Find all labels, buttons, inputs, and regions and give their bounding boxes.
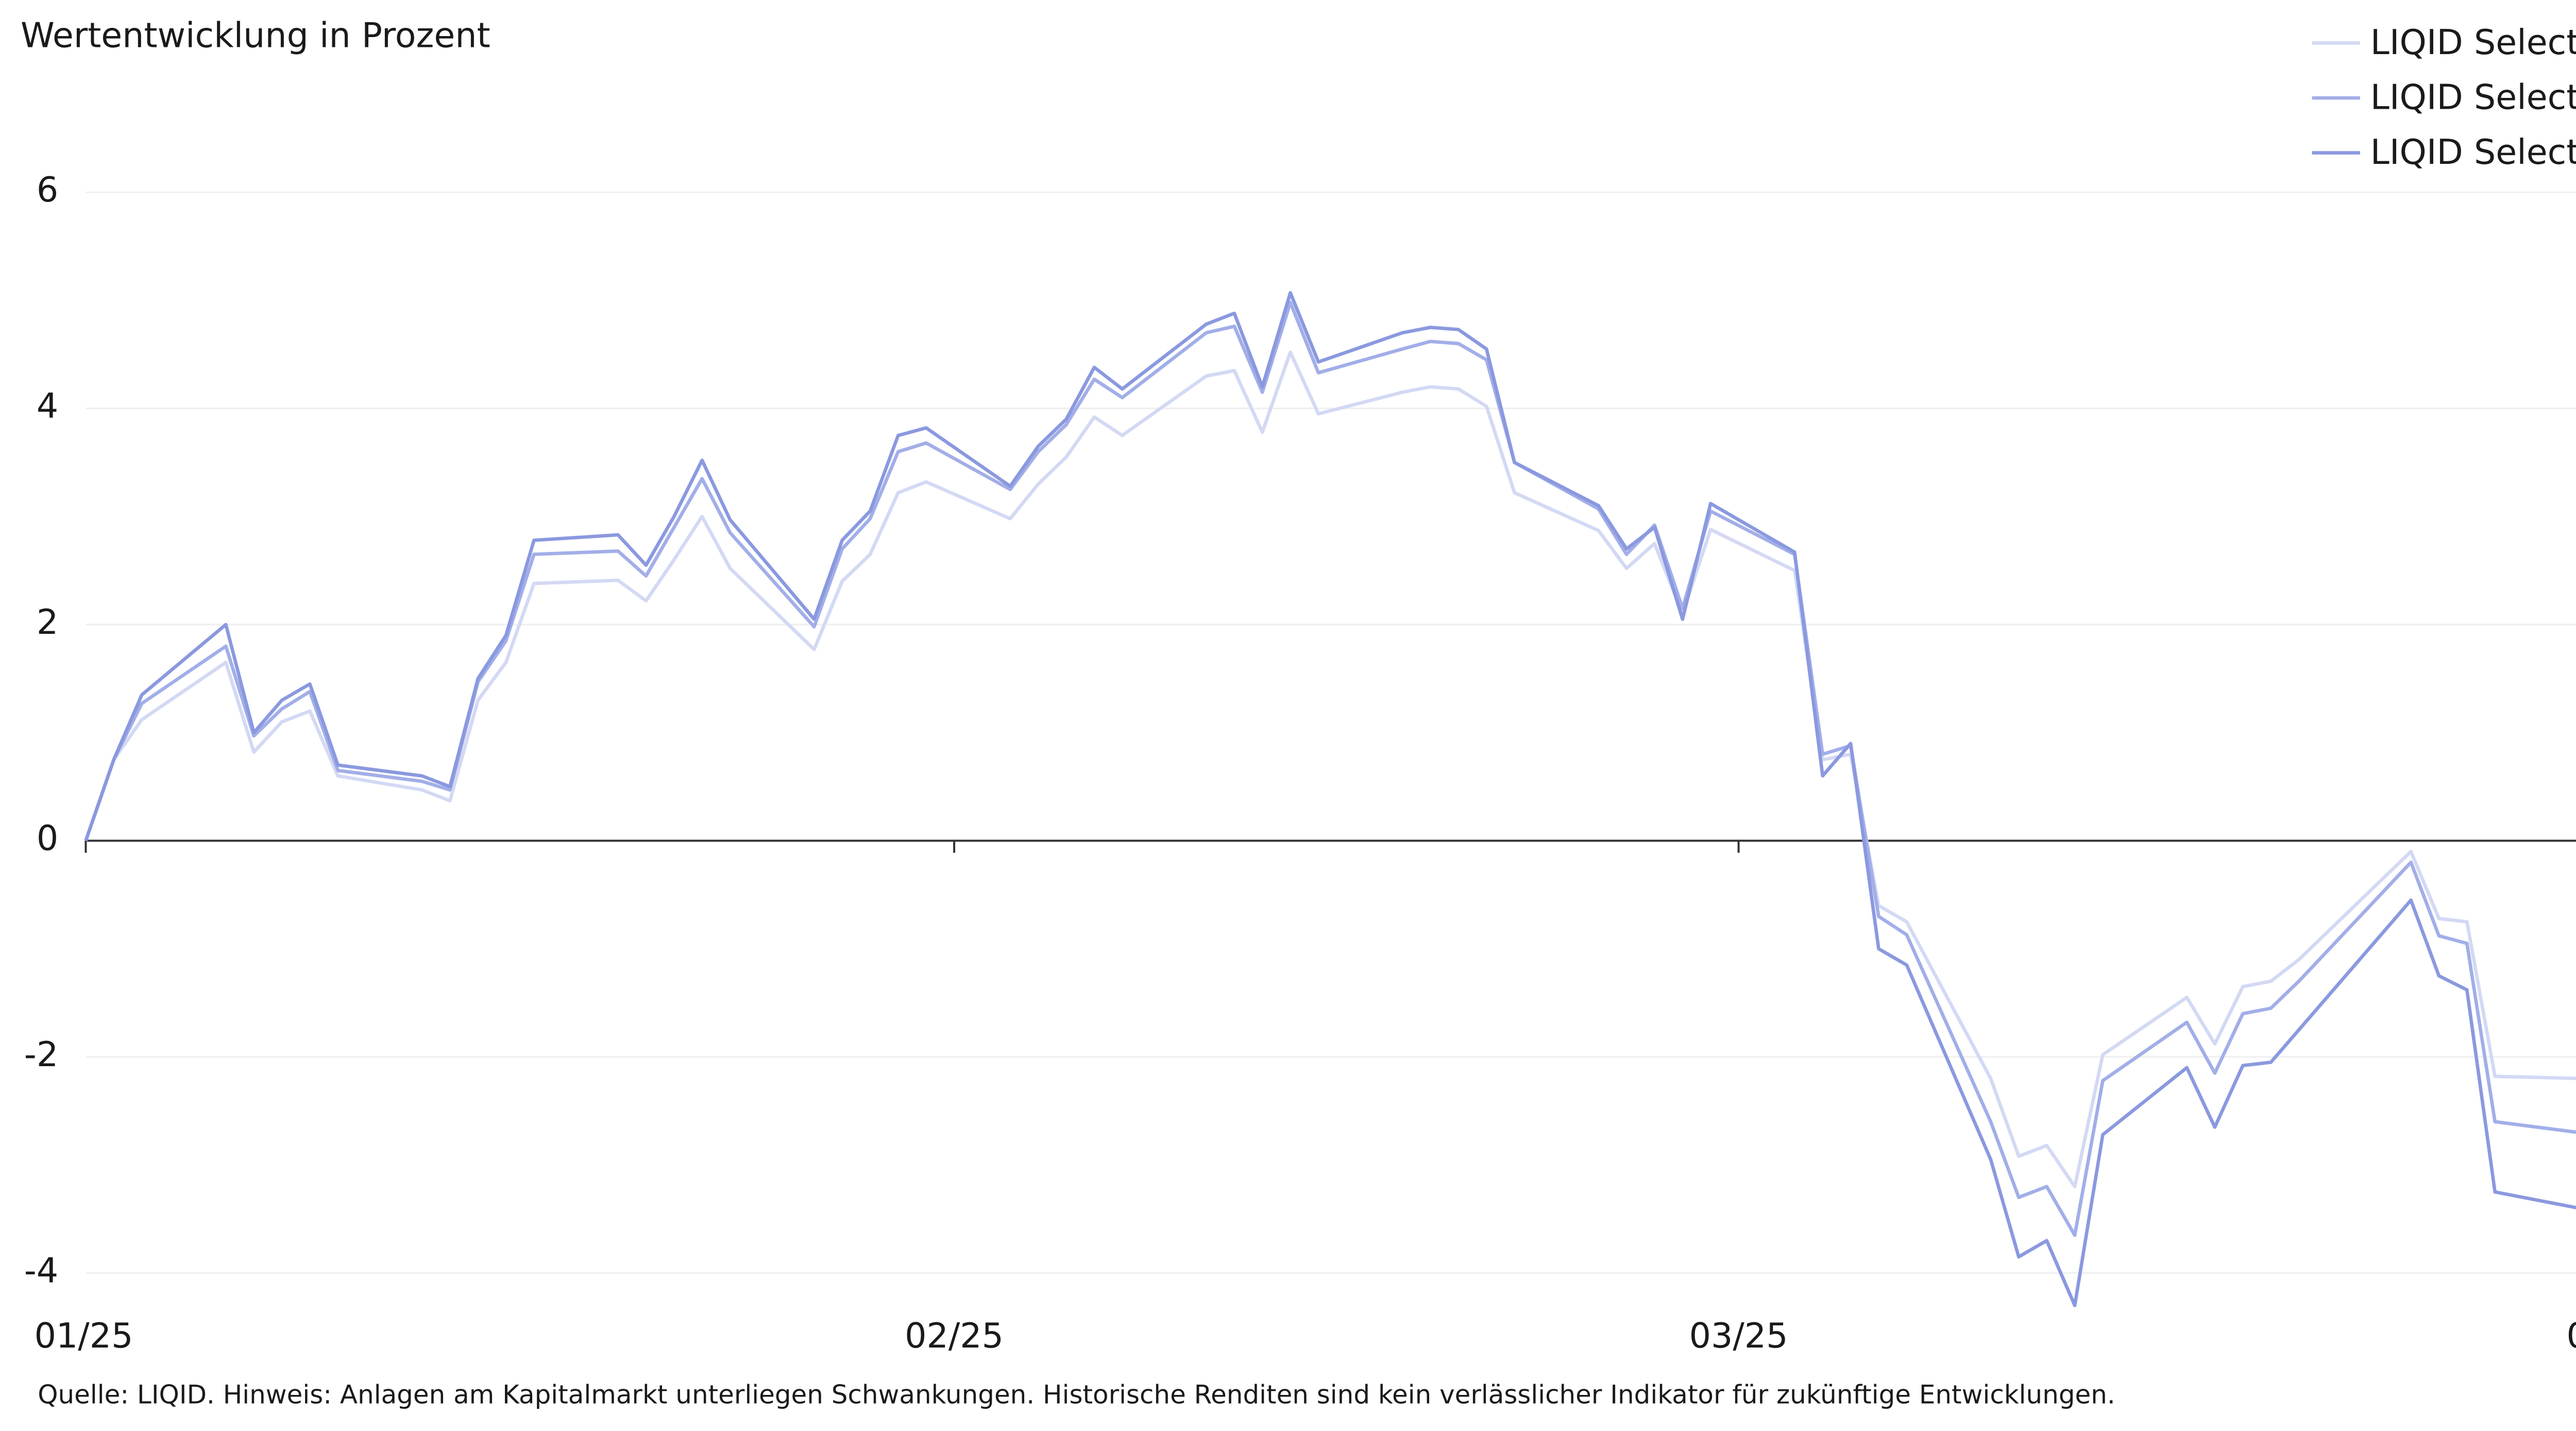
x-tick-label: 04/25 xyxy=(2567,1316,2576,1356)
y-tick-label: 2 xyxy=(37,602,58,642)
series-line xyxy=(84,350,2576,1188)
series-line xyxy=(84,300,2576,1237)
footnote: Quelle: LIQID. Hinweis: Anlagen am Kapit… xyxy=(38,1380,2115,1410)
y-tick-label: -2 xyxy=(24,1034,58,1074)
x-tick-label: 02/25 xyxy=(905,1316,1004,1356)
y-tick-label: 6 xyxy=(37,170,58,210)
x-tick-label: 03/25 xyxy=(1689,1316,1788,1356)
legend-label: LIQID Select 80 xyxy=(2370,77,2576,117)
y-tick-label: -4 xyxy=(24,1251,58,1291)
y-tick-label: 0 xyxy=(37,818,58,858)
x-tick-label: 01/25 xyxy=(35,1316,133,1356)
y-tick-label: 4 xyxy=(37,386,58,426)
legend-label: LIQID Select 90 xyxy=(2370,132,2576,172)
chart-title: Wertentwicklung in Prozent xyxy=(21,15,490,56)
legend-label: LIQID Select 70 xyxy=(2370,22,2576,62)
series-line xyxy=(84,291,2576,1307)
